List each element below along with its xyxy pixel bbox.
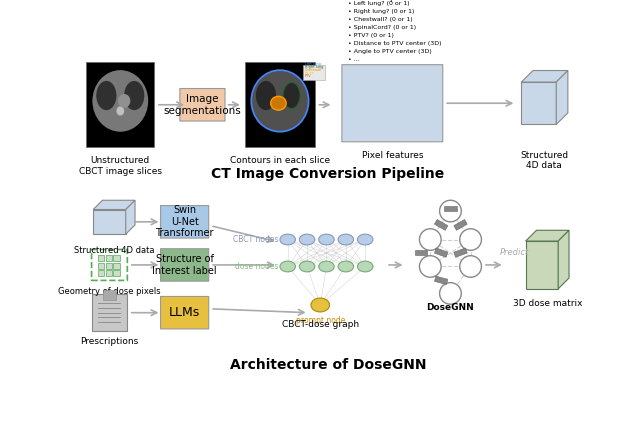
Ellipse shape [124,81,145,110]
Ellipse shape [256,81,276,110]
Text: Image
segmentations: Image segmentations [164,94,241,116]
Text: • SpinalCord? (0 or 1): • SpinalCord? (0 or 1) [348,25,416,30]
Text: • Left lung? (0 or 1): • Left lung? (0 or 1) [348,1,410,6]
Text: • Angle to PTV center (3D): • Angle to PTV center (3D) [348,49,432,54]
Ellipse shape [460,229,481,250]
Text: Unstructured
CBCT image slices: Unstructured CBCT image slices [79,156,162,176]
Text: • Distance to PTV center (3D): • Distance to PTV center (3D) [348,41,442,46]
Ellipse shape [118,94,131,108]
Text: Right lung: Right lung [305,65,323,69]
Bar [106,271,112,276]
Text: Structured 4D data: Structured 4D data [74,246,154,255]
Text: dose nodes: dose nodes [235,262,278,271]
Ellipse shape [338,261,353,272]
Ellipse shape [338,234,353,245]
Polygon shape [93,209,125,234]
Text: prompt node: prompt node [296,316,345,325]
Text: DoseGNN: DoseGNN [427,304,474,312]
Bar [106,255,112,261]
Text: CBCT-dose graph: CBCT-dose graph [282,320,359,329]
Bar [113,262,120,269]
Polygon shape [125,200,135,234]
Polygon shape [556,70,568,124]
Bar [86,62,154,147]
FancyBboxPatch shape [92,249,127,280]
Text: Structured pixel features:: Structured pixel features: [347,0,445,2]
FancyBboxPatch shape [161,296,209,329]
Ellipse shape [440,200,461,222]
Bar [103,290,116,300]
Bar [303,65,325,80]
Text: Spine: Spine [305,71,315,75]
Text: Chestwall: Chestwall [305,68,322,72]
Polygon shape [525,241,558,289]
Bar [435,220,448,230]
Text: Geometry of dose pixels: Geometry of dose pixels [58,287,161,296]
Ellipse shape [280,261,296,272]
Ellipse shape [319,234,334,245]
Bar [98,262,104,269]
FancyBboxPatch shape [161,206,209,238]
Bar [444,206,457,212]
Ellipse shape [96,81,116,110]
Bar [435,276,448,285]
Ellipse shape [116,106,124,116]
Bar [106,262,112,269]
Ellipse shape [358,234,373,245]
Text: LLMs: LLMs [169,306,200,319]
Text: PTV: PTV [305,74,312,78]
Ellipse shape [283,82,300,109]
Ellipse shape [252,70,308,132]
Text: CT Image Conversion Pipeline: CT Image Conversion Pipeline [211,167,445,181]
Ellipse shape [440,283,461,304]
Text: • Right lung? (0 or 1): • Right lung? (0 or 1) [348,9,415,14]
Polygon shape [525,230,569,241]
Ellipse shape [319,261,334,272]
Bar [113,255,120,261]
Ellipse shape [271,96,286,110]
Bar [98,271,104,276]
Ellipse shape [280,234,296,245]
Text: Predict: Predict [499,248,529,257]
Bar [454,248,467,257]
Polygon shape [558,230,569,289]
Text: 0        100      200      300: 0 100 200 300 [95,149,146,153]
Text: Axis 2   CBCT img: Axis 2 CBCT img [99,56,142,61]
Text: Swin
U-Net
Transformer: Swin U-Net Transformer [156,205,214,238]
Ellipse shape [460,256,481,277]
Text: • Chestwall? (0 or 1): • Chestwall? (0 or 1) [348,17,413,22]
FancyBboxPatch shape [180,89,225,121]
Ellipse shape [358,261,373,272]
FancyBboxPatch shape [342,65,443,142]
Ellipse shape [300,234,315,245]
Text: Architecture of DoseGNN: Architecture of DoseGNN [230,358,426,372]
Text: • PTV? (0 or 1): • PTV? (0 or 1) [348,33,394,38]
Bar [454,220,467,230]
Ellipse shape [92,70,148,132]
Bar [92,294,127,331]
Ellipse shape [419,256,441,277]
Text: Prescriptions: Prescriptions [81,338,139,346]
Text: 3D dose matrix: 3D dose matrix [513,299,582,308]
Text: Structured
4D data: Structured 4D data [520,151,568,170]
Text: CBCT nodes: CBCT nodes [233,235,278,244]
Ellipse shape [300,261,315,272]
Bar [98,255,104,261]
Text: Left lung: Left lung [305,61,321,66]
Polygon shape [522,70,568,82]
Bar [415,250,428,255]
Bar [113,271,120,276]
Text: Contours in each slice: Contours in each slice [230,156,330,165]
Bar [245,62,315,147]
FancyBboxPatch shape [161,249,209,281]
Polygon shape [93,200,135,209]
Polygon shape [522,82,556,124]
Text: Pixel features: Pixel features [362,151,423,160]
Text: Structure of
Interest label: Structure of Interest label [152,254,217,276]
Bar [435,248,448,257]
Text: • ...: • ... [348,57,360,62]
Ellipse shape [311,298,330,312]
Ellipse shape [419,229,441,250]
